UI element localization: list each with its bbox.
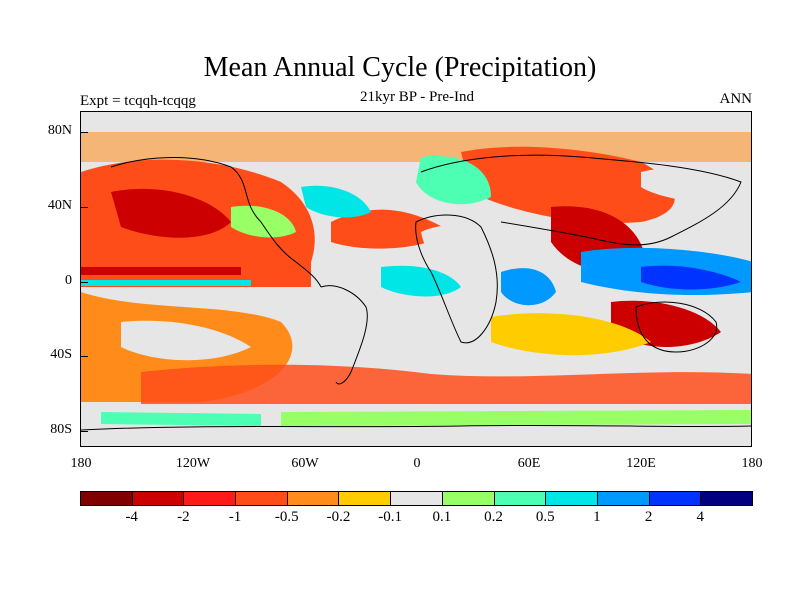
africa-coast — [415, 214, 498, 344]
colorbar-label: -1 — [228, 509, 242, 525]
sahara-neutral — [421, 225, 504, 278]
x-label-180e: 180 — [741, 456, 763, 471]
siberia-neutral — [641, 168, 741, 207]
x-label-0: 0 — [413, 456, 421, 471]
season-label: ANN — [719, 91, 753, 107]
x-label-60e: 60E — [517, 456, 541, 471]
north-america-coast — [110, 157, 322, 288]
y-tick-40s — [80, 356, 88, 357]
colorbar-box — [596, 491, 650, 506]
y-label-40n: 40N — [47, 198, 72, 213]
y-tick-80n — [80, 132, 88, 133]
colorbar-box — [80, 491, 133, 506]
warm-pool-strong-wet — [641, 265, 741, 290]
colorbar-label: 1 — [593, 509, 601, 525]
arctic-atlantic-wet — [416, 156, 491, 205]
y-tick-80s — [80, 431, 88, 432]
y-label-80s: 80S — [50, 422, 72, 437]
precipitation-map — [81, 132, 751, 446]
colorbar-box — [235, 491, 288, 506]
south-pacific-neutral — [121, 320, 251, 361]
experiment-label: Expt = tcqqh-tcqqg — [80, 93, 196, 109]
coastlines — [81, 154, 751, 431]
colorbar-box — [286, 491, 340, 506]
colorbar-label: -0.1 — [378, 509, 403, 525]
colorbar-box — [648, 491, 702, 506]
colorbar-label: -2 — [177, 509, 190, 525]
antarctica-coast — [81, 424, 751, 431]
colorbar-label: 0.5 — [535, 509, 555, 525]
itcz-red-band — [81, 267, 241, 275]
y-label-40s: 40S — [50, 347, 72, 362]
colorbar-label: 4 — [696, 509, 705, 525]
colorbar-label: -0.5 — [274, 509, 299, 525]
x-label-120w: 120W — [175, 456, 211, 471]
antarctica-neutral — [81, 430, 751, 446]
x-label-60w: 60W — [291, 456, 319, 471]
x-label-120e: 120E — [626, 456, 656, 471]
map-panel — [80, 111, 752, 447]
y-label-0: 0 — [65, 273, 72, 288]
x-label-180w: 180 — [70, 456, 92, 471]
subpolar-band — [81, 132, 751, 162]
y-tick-0 — [80, 282, 88, 283]
indian-ocean-slight-dry — [491, 313, 651, 356]
colorbar-box — [441, 491, 495, 506]
page-title: Mean Annual Cycle (Precipitation) — [203, 52, 597, 83]
atlantic-itcz-wet — [381, 265, 461, 297]
colorbar-label: -0.2 — [326, 509, 351, 525]
eurasia-dry — [461, 146, 675, 223]
colorbar-label: 2 — [644, 509, 653, 525]
colorbar-label: 0.2 — [484, 509, 503, 525]
east-africa-wet — [501, 268, 556, 306]
colorbar-box — [390, 491, 443, 506]
colorbar-box — [545, 491, 598, 506]
colorbar-label: 0.1 — [432, 509, 452, 525]
colorbar-box — [131, 491, 185, 506]
southern-ocean-band — [141, 364, 751, 404]
colorbar-box — [700, 491, 753, 506]
colorbar-box — [338, 491, 392, 506]
south-america-coast — [320, 285, 368, 385]
australia-coast — [635, 301, 718, 353]
labrador-wet — [301, 185, 371, 218]
antarctic-pacific-wet — [101, 412, 261, 426]
north-america-wet — [231, 205, 296, 238]
y-tick-40n — [80, 207, 88, 208]
itcz-cyan-band — [81, 280, 251, 286]
colorbar-label: -4 — [125, 509, 138, 525]
colorbar — [80, 491, 753, 506]
antarctic-margin-wet — [281, 410, 751, 426]
colorbar-box — [183, 491, 237, 506]
anomaly-field — [81, 132, 751, 446]
eurasia-coast — [420, 154, 742, 246]
plot-subtitle: 21kyr BP - Pre-Ind — [359, 89, 475, 105]
y-label-80n: 80N — [47, 123, 72, 138]
colorbar-box — [493, 491, 547, 506]
north-pacific-core — [111, 188, 231, 238]
